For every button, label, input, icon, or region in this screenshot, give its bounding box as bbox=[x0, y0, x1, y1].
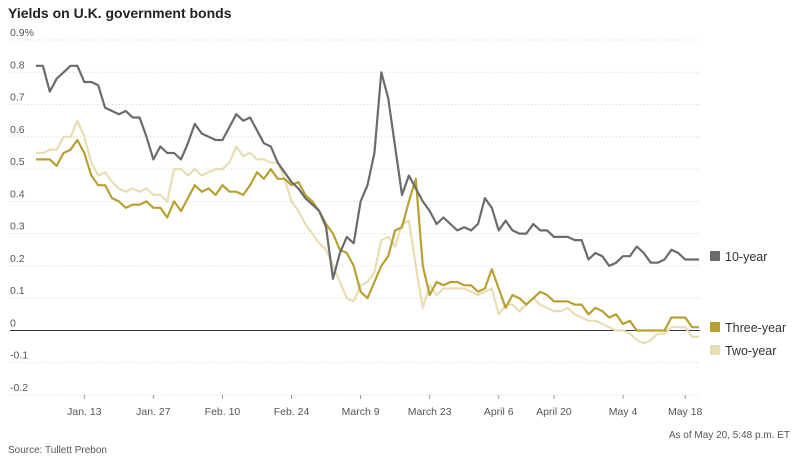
x-tick-label: Jan. 13 bbox=[67, 406, 102, 418]
y-tick-label: 0 bbox=[10, 317, 16, 329]
x-tick-label: Jan. 27 bbox=[136, 406, 171, 418]
y-tick-label: 0.3 bbox=[10, 221, 25, 233]
x-axis-tick-labels: Jan. 13 Jan. 27 Feb. 10 Feb. 24 March 9 March… bbox=[67, 395, 703, 418]
y-tick-label: 0.6 bbox=[10, 124, 25, 136]
x-tick-label: April 6 bbox=[484, 406, 514, 418]
series-line-10-year bbox=[36, 64, 699, 280]
y-tick-label: 0.5 bbox=[10, 156, 25, 168]
legend-swatch bbox=[710, 345, 720, 355]
y-tick-label: -0.2 bbox=[10, 382, 28, 394]
x-tick-label: May 4 bbox=[609, 406, 638, 418]
x-tick-label: May 18 bbox=[668, 406, 703, 418]
legend-swatch bbox=[710, 322, 720, 332]
grid-lines bbox=[10, 39, 700, 396]
y-tick-label: 0.1 bbox=[10, 285, 25, 297]
source-note: Source: Tullett Prebon bbox=[8, 445, 107, 456]
x-tick-label: Feb. 10 bbox=[205, 406, 241, 418]
legend-label: 10-year bbox=[725, 250, 767, 264]
legend-label: Two-year bbox=[725, 344, 776, 358]
series-line-two-year bbox=[36, 119, 699, 345]
y-tick-label: 0.9% bbox=[10, 27, 34, 39]
y-tick-label: 0.4 bbox=[10, 188, 25, 200]
legend-swatch bbox=[710, 251, 720, 261]
series-line-three-year bbox=[36, 138, 699, 332]
x-tick-label: April 20 bbox=[536, 406, 572, 418]
legend: 10-year Three-year Two-year bbox=[710, 250, 786, 358]
y-tick-label: 0.7 bbox=[10, 92, 25, 104]
x-tick-label: March 23 bbox=[408, 406, 452, 418]
x-tick-label: March 9 bbox=[342, 406, 380, 418]
legend-label: Three-year bbox=[725, 321, 786, 335]
chart-title: Yields on U.K. government bonds bbox=[8, 5, 232, 21]
y-tick-label: 0.2 bbox=[10, 253, 25, 265]
x-tick-label: Feb. 24 bbox=[274, 406, 310, 418]
as-of-note: As of May 20, 5:48 p.m. ET bbox=[669, 430, 790, 441]
series-lines bbox=[36, 64, 699, 345]
y-axis-tick-labels: 0.9% 0.8 0.7 0.6 0.5 0.4 0.3 0.2 0.1 0 -0.1 -0.2 bbox=[10, 27, 34, 394]
y-tick-label: -0.1 bbox=[10, 350, 28, 362]
y-tick-label: 0.8 bbox=[10, 59, 25, 71]
